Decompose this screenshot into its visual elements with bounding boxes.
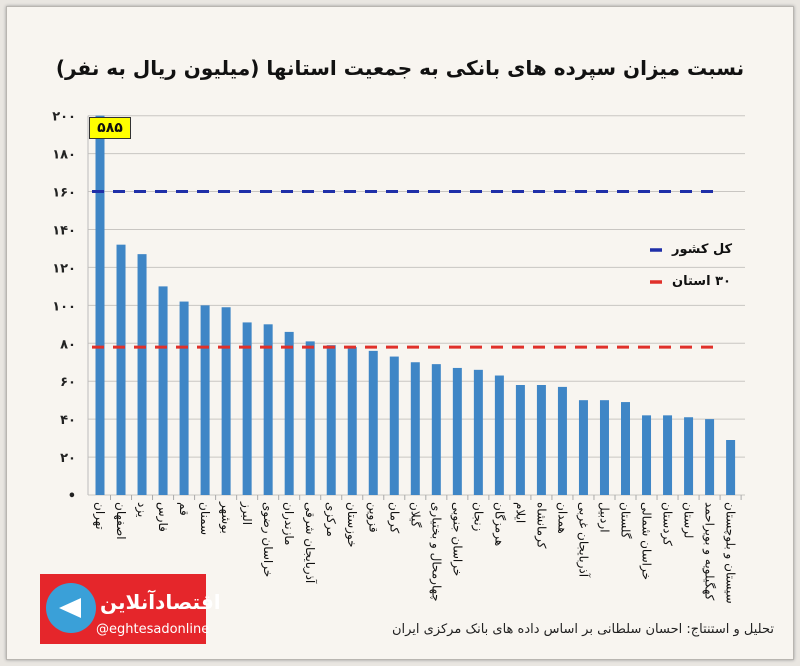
bar: [473, 369, 483, 495]
tehran-value-label: ۵۸۵: [89, 117, 131, 139]
x-tick-label: یزد: [135, 502, 150, 518]
y-tick-label: ۱۶۰: [52, 186, 76, 201]
x-tick-label: خراسان رضوی: [261, 502, 276, 578]
x-tick-label: هرمزگان: [492, 502, 507, 547]
bar: [116, 244, 126, 495]
eghtesadonline-logo: اقتصادآنلاین @eghtesadonline: [40, 574, 221, 644]
bar: [452, 367, 462, 495]
x-tick-label: اردبیل: [597, 502, 612, 533]
x-tick-label: بوشهر: [219, 502, 234, 534]
x-tick-label: همدان: [555, 502, 570, 534]
x-tick-label: آذربایجان غربی: [576, 502, 591, 578]
bar: [410, 362, 420, 495]
x-tick-label: اصفهان: [114, 502, 129, 540]
logo-handle: @eghtesadonline: [96, 622, 210, 637]
bar: [494, 375, 504, 495]
x-tick-label: زنجان: [471, 502, 486, 532]
bar: [263, 324, 273, 495]
bar: [137, 254, 147, 495]
bar: [368, 350, 378, 495]
bar: [284, 331, 294, 495]
x-tick-label: کرمانشاه: [534, 502, 549, 549]
x-tick-label: لرستان: [681, 502, 696, 539]
bar: [431, 364, 441, 495]
x-tick-label: فارس: [156, 502, 171, 532]
x-tick-label: کرمان: [387, 502, 402, 534]
x-tick-label: مرکزی: [324, 502, 339, 537]
x-tick-label: خراسان شمالی: [639, 502, 654, 581]
logo-brand: اقتصادآنلاین: [100, 590, 221, 614]
bar: [515, 385, 525, 495]
x-tick-label: تهران: [93, 502, 107, 530]
telegram-icon: [46, 583, 96, 633]
x-tick-label: قم: [177, 502, 192, 516]
y-tick-label: ۸۰: [60, 337, 76, 352]
bar: [726, 440, 736, 495]
x-tick-label: قزوین: [366, 502, 381, 533]
bar: [557, 386, 567, 495]
legend-item-30-provinces: ۳۰ استان: [672, 274, 731, 289]
y-tick-label: ۱۰۰: [52, 299, 76, 314]
x-tick-label: سیستان و بلوچستان: [723, 502, 738, 604]
y-tick-label: ۱۴۰: [52, 223, 76, 238]
bar: [347, 347, 357, 495]
bar: [221, 307, 231, 495]
bar: [305, 341, 315, 495]
x-tick-label: البرز: [240, 502, 255, 526]
bar: [663, 415, 673, 495]
bar: [684, 417, 694, 495]
bar: [705, 419, 715, 495]
y-tick-label: •: [68, 489, 76, 504]
bar: [326, 345, 336, 495]
x-tick-label: کردستان: [660, 502, 675, 546]
bar: [642, 415, 652, 495]
x-tick-label: مازندران: [282, 502, 297, 546]
y-tick-label: ۲۰: [60, 451, 76, 466]
x-tick-label: آذربایجان شرقی: [303, 502, 318, 584]
legend-item-country: کل کشور: [672, 242, 733, 257]
y-tick-label: ۲۰۰: [52, 110, 76, 125]
x-tick-label: گلستان: [618, 502, 633, 539]
y-tick-label: ۶۰: [60, 375, 76, 390]
chart-title: نسبت میزان سپرده های بانکی به جمعیت استا…: [55, 56, 745, 80]
source-note: تحلیل و استنتاج: احسان سلطانی بر اساس دا…: [391, 622, 774, 637]
y-tick-label: ۴۰: [60, 413, 76, 428]
x-tick-label: خراسان جنوبی: [450, 502, 465, 577]
bar: [599, 400, 609, 495]
bar: [621, 402, 630, 495]
bar: [536, 385, 546, 495]
x-tick-label: خوزستان: [345, 502, 360, 548]
bar: [95, 115, 105, 495]
y-tick-label: ۱۲۰: [52, 261, 76, 276]
bar: [179, 301, 189, 495]
bar: [158, 286, 168, 495]
x-tick-label: سمنان: [198, 502, 213, 536]
bar: [389, 356, 399, 495]
bar: [242, 322, 252, 495]
x-tick-label: ایلام: [513, 502, 528, 524]
bar: [578, 400, 588, 495]
bar: [200, 305, 210, 495]
x-tick-label: چهارمحال و بختیاری: [429, 502, 444, 602]
x-tick-label: کهگیلویه و بویراحمد: [702, 502, 717, 601]
chart-panel: [6, 6, 794, 660]
y-tick-label: ۱۸۰: [52, 148, 76, 163]
x-tick-label: گیلان: [408, 502, 423, 528]
